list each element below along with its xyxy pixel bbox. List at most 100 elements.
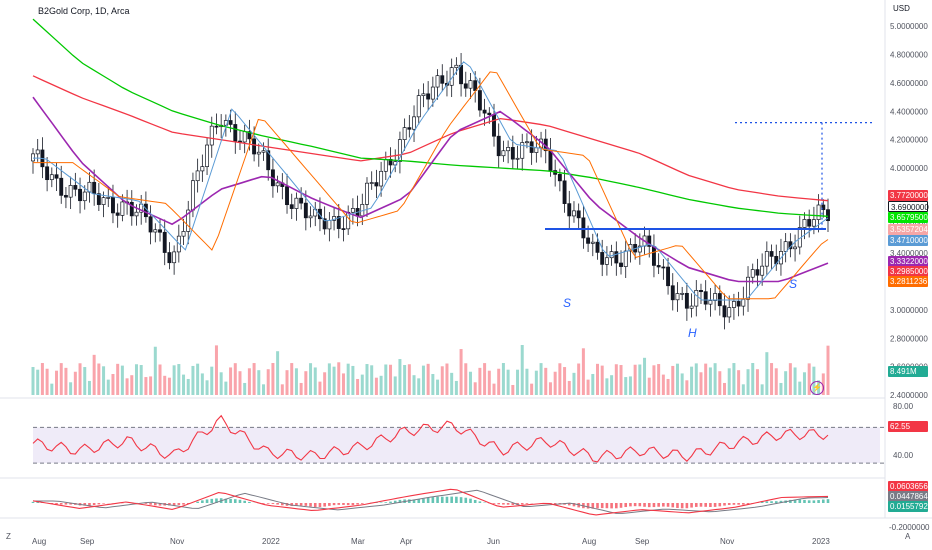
volume-bar xyxy=(436,379,440,395)
volume-bar xyxy=(685,380,689,395)
candle-body xyxy=(496,135,501,157)
volume-bar xyxy=(567,380,571,395)
volume-bar xyxy=(788,363,792,395)
macd-value-label: 0.0603656 xyxy=(888,481,928,492)
macd-histogram-bar xyxy=(168,503,171,506)
time-axis-tick: 2023 xyxy=(812,537,830,546)
lightning-icon[interactable]: ⚡ xyxy=(810,381,824,395)
price-axis-tick: 4.8000000 xyxy=(890,51,928,60)
macd-histogram-bar xyxy=(450,496,453,503)
macd-histogram-bar xyxy=(238,499,242,503)
macd-histogram-bar xyxy=(765,501,769,503)
candle-body xyxy=(760,265,765,276)
volume-bar xyxy=(111,373,115,395)
price-axis-tick: 5.0000000 xyxy=(890,22,928,31)
candle-body xyxy=(604,257,609,265)
candle-body xyxy=(101,197,106,205)
candle-body xyxy=(482,109,487,114)
volume-bar xyxy=(690,366,694,395)
volume-bar xyxy=(548,382,552,395)
candle-body xyxy=(426,93,431,100)
candle-body xyxy=(623,250,628,267)
candle-body xyxy=(134,211,139,217)
corner-left[interactable]: Z xyxy=(6,532,11,541)
volume-bar xyxy=(751,363,755,395)
candle-body xyxy=(92,181,97,195)
macd-histogram-bar xyxy=(299,503,303,506)
candle-body xyxy=(49,174,54,181)
macd-histogram-bar xyxy=(737,503,740,505)
macd-histogram-bar xyxy=(732,503,736,505)
volume-bar xyxy=(746,369,750,395)
macd-histogram-bar xyxy=(666,503,670,507)
macd-histogram-bar xyxy=(440,496,444,503)
volume-bar xyxy=(130,375,134,395)
macd-histogram-bar xyxy=(36,501,40,503)
candle-body xyxy=(454,64,459,68)
volume-bar xyxy=(389,364,393,395)
candle-body xyxy=(266,150,271,171)
macd-histogram-bar xyxy=(276,503,279,505)
volume-bar xyxy=(581,348,585,395)
macd-histogram-bar xyxy=(497,503,501,505)
currency-label: USD xyxy=(893,4,910,13)
candle-body xyxy=(285,186,289,206)
macd-histogram-bar xyxy=(389,501,392,503)
candle-body xyxy=(708,300,713,305)
macd-histogram-bar xyxy=(229,498,232,503)
candle-body xyxy=(750,269,755,278)
candle-body xyxy=(468,80,473,89)
rsi-line xyxy=(32,414,829,463)
macd-histogram-bar xyxy=(629,503,632,507)
macd-histogram-bar xyxy=(158,503,162,506)
volume-bar xyxy=(586,379,590,395)
candle-body xyxy=(209,125,214,146)
volume-bar xyxy=(177,364,181,395)
volume-bar xyxy=(497,368,501,395)
macd-histogram-bar xyxy=(718,503,722,507)
volume-bar xyxy=(356,378,360,395)
volume-bar xyxy=(365,364,369,395)
volume-bar xyxy=(661,374,665,395)
volume-bar xyxy=(407,364,411,395)
candle-body xyxy=(713,293,718,301)
macd-histogram-bar xyxy=(346,503,350,506)
price-label: 3.5357204 xyxy=(888,224,928,235)
time-axis-tick: 2022 xyxy=(262,537,280,546)
volume-bar xyxy=(544,367,548,395)
time-axis-tick: Apr xyxy=(400,537,413,546)
volume-bar xyxy=(247,368,251,395)
macd-histogram-bar xyxy=(417,499,421,503)
volume-bar xyxy=(398,359,402,395)
volume-bar xyxy=(732,363,736,395)
macd-histogram-bar xyxy=(567,503,571,506)
volume-bar xyxy=(36,369,40,395)
time-axis-tick: Sep xyxy=(80,537,95,546)
macd-histogram-bar xyxy=(398,499,402,503)
volume-bar xyxy=(492,383,496,395)
candle-body xyxy=(746,276,750,300)
corner-right[interactable]: A xyxy=(905,532,911,541)
pattern-label-head: H xyxy=(688,326,697,340)
macd-histogram-bar xyxy=(826,499,830,503)
volume-bar xyxy=(511,384,515,395)
candle-body xyxy=(228,120,233,125)
volume-bar xyxy=(346,363,350,395)
candle-body xyxy=(699,290,703,293)
volume-bar xyxy=(59,363,63,395)
macd-histogram-bar xyxy=(248,501,251,503)
price-axis-tick: 4.4000000 xyxy=(890,107,928,116)
volume-bar xyxy=(262,384,266,395)
candle-body xyxy=(731,301,736,308)
volume-bar xyxy=(727,368,731,395)
macd-histogram-bar xyxy=(342,503,345,505)
volume-bar xyxy=(403,365,407,395)
candle-body xyxy=(261,150,266,153)
macd-histogram-bar xyxy=(97,503,101,505)
chart-title: B2Gold Corp, 1D, Arca xyxy=(38,6,130,16)
volume-bar xyxy=(374,377,378,395)
candle-body xyxy=(534,147,539,153)
candle-body xyxy=(492,114,496,137)
time-axis-tick: Mar xyxy=(351,537,365,546)
